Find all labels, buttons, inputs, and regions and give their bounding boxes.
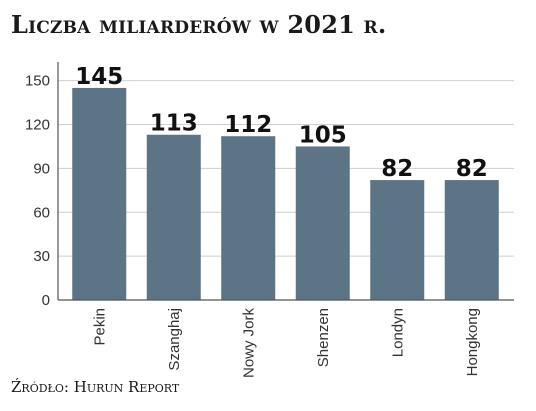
data-label: 113 (150, 111, 198, 137)
category-label: Nowy Jork (240, 308, 257, 379)
bar (72, 87, 127, 300)
data-label: 82 (381, 156, 413, 182)
category-label: Szanghaj (166, 308, 183, 371)
category-labels: Pekin Szanghaj Nowy Jork Shenzen Londyn Hongk… (91, 308, 481, 379)
y-tick-label: 150 (25, 73, 50, 90)
chart-title: Liczba miliarderów w 2021 r. (11, 10, 387, 39)
bar (221, 136, 276, 300)
source-note: Źródło: Hurun Report (11, 378, 180, 396)
data-label: 145 (75, 64, 123, 90)
y-axis-ticks: 0 30 60 90 120 150 (25, 73, 50, 309)
data-label: 82 (456, 156, 488, 182)
bar (444, 180, 499, 300)
grid-lines (58, 80, 514, 257)
bar (146, 134, 201, 300)
data-label: 105 (299, 122, 347, 148)
axes (57, 62, 514, 301)
y-tick-label: 0 (42, 292, 50, 309)
bar (295, 146, 350, 300)
category-label: Londyn (389, 308, 406, 357)
y-tick-label: 30 (33, 248, 50, 265)
data-label: 112 (224, 112, 272, 138)
bar (370, 180, 425, 300)
category-label: Pekin (91, 308, 108, 346)
bars (72, 87, 499, 300)
data-labels: 145 113 112 105 82 82 (75, 64, 488, 182)
y-tick-label: 120 (25, 117, 50, 134)
y-tick-label: 90 (33, 160, 50, 177)
y-tick-label: 60 (33, 204, 50, 221)
category-label: Shenzen (315, 308, 332, 367)
category-label: Hongkong (464, 308, 481, 376)
